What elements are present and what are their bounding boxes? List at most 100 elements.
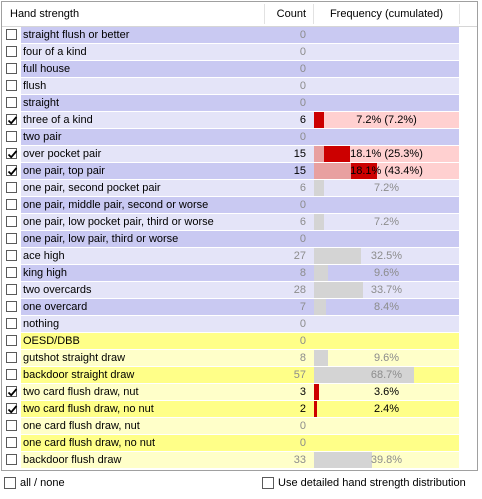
table-row[interactable]: two pair 0 (2, 129, 477, 146)
count-cell: 7 (268, 299, 314, 315)
table-row[interactable]: one pair, low pair, third or worse 0 (2, 231, 477, 248)
table-row[interactable]: king high 8 9.6% (2, 265, 477, 282)
row-label: backdoor flush draw (21, 452, 306, 468)
row-checkbox[interactable] (6, 267, 17, 278)
count-cell: 0 (268, 27, 314, 43)
checkmark-icon (7, 167, 18, 176)
row-label: two pair (21, 129, 306, 145)
row-count: 0 (299, 420, 306, 432)
table-row[interactable]: straight 0 (2, 95, 477, 112)
table-row[interactable]: one pair, top pair 15 18.1% (43.4%) (2, 163, 477, 180)
row-checkbox[interactable] (6, 369, 17, 380)
row-checkbox[interactable] (6, 437, 17, 448)
table-row[interactable]: nothing 0 (2, 316, 477, 333)
row-count: 0 (299, 437, 306, 449)
table-row[interactable]: full house 0 (2, 61, 477, 78)
table-row[interactable]: one pair, middle pair, second or worse 0 (2, 197, 477, 214)
row-checkbox[interactable] (6, 454, 17, 465)
row-checkbox[interactable] (6, 420, 17, 431)
row-checkbox[interactable] (6, 250, 17, 261)
frequency-cell: 18.1% (43.4%) (314, 163, 459, 179)
row-checkbox[interactable] (6, 233, 17, 244)
frequency-bar (351, 163, 377, 179)
row-label: one pair, low pocket pair, third or wors… (21, 214, 306, 230)
table-row[interactable]: two card flush draw, no nut 2 2.4% (2, 401, 477, 418)
column-header-hand-strength[interactable]: Hand strength (10, 8, 80, 20)
row-checkbox[interactable] (6, 386, 18, 397)
row-label: over pocket pair (21, 146, 306, 162)
frequency-text: 2.4% (373, 403, 400, 415)
row-checkbox[interactable] (6, 80, 17, 91)
table-row[interactable]: two card flush draw, nut 3 3.6% (2, 384, 477, 401)
row-count: 33 (293, 454, 306, 466)
column-header-frequency[interactable]: Frequency (cumulated) (329, 8, 444, 20)
row-checkbox[interactable] (6, 131, 17, 142)
table-row[interactable]: one pair, second pocket pair 6 7.2% (2, 180, 477, 197)
row-label: straight (21, 95, 306, 111)
count-cell: 6 (268, 180, 314, 196)
frequency-cell: 8.4% (314, 299, 459, 315)
frequency-cell: 18.1% (25.3%) (314, 146, 459, 162)
table-row[interactable]: one card flush draw, no nut 0 (2, 435, 477, 452)
row-label: backdoor straight draw (21, 367, 306, 383)
row-checkbox[interactable] (6, 301, 17, 312)
cumulative-bar (314, 146, 324, 162)
count-cell: 0 (268, 129, 314, 145)
detailed-distribution-checkbox[interactable] (262, 477, 274, 489)
count-cell: 0 (268, 44, 314, 60)
checkmark-icon (7, 388, 18, 397)
row-checkbox[interactable] (6, 352, 17, 363)
table-row[interactable]: over pocket pair 15 18.1% (25.3%) (2, 146, 477, 163)
all-none-checkbox[interactable] (4, 477, 16, 489)
count-cell: 0 (268, 231, 314, 247)
count-cell: 15 (268, 146, 314, 162)
row-count: 8 (299, 352, 306, 364)
row-checkbox[interactable] (6, 403, 18, 414)
row-count: 0 (299, 233, 306, 245)
row-label: straight flush or better (21, 27, 306, 43)
row-count: 7 (299, 301, 306, 313)
row-checkbox[interactable] (6, 165, 18, 176)
frequency-cell (314, 95, 459, 111)
table-row[interactable]: one overcard 7 8.4% (2, 299, 477, 316)
row-count: 0 (299, 199, 306, 211)
table-row[interactable]: backdoor straight draw 57 68.7% (2, 367, 477, 384)
frequency-cell (314, 78, 459, 94)
count-cell: 33 (268, 452, 314, 468)
row-checkbox[interactable] (6, 114, 18, 125)
column-header-count[interactable]: Count (276, 8, 306, 20)
table-row[interactable]: gutshot straight draw 8 9.6% (2, 350, 477, 367)
row-checkbox[interactable] (6, 148, 18, 159)
row-checkbox[interactable] (6, 46, 17, 57)
frequency-cell (314, 316, 459, 332)
frequency-bar (314, 112, 324, 128)
row-checkbox[interactable] (6, 216, 17, 227)
table-row[interactable]: one card flush draw, nut 0 (2, 418, 477, 435)
table-row[interactable]: two overcards 28 33.7% (2, 282, 477, 299)
frequency-cell (314, 197, 459, 213)
frequency-bar (314, 452, 372, 468)
table-row[interactable]: ace high 27 32.5% (2, 248, 477, 265)
table-row[interactable]: OESD/DBB 0 (2, 333, 477, 350)
row-checkbox[interactable] (6, 63, 17, 74)
count-cell: 2 (268, 401, 314, 417)
table-row[interactable]: backdoor flush draw 33 39.8% (2, 452, 477, 469)
row-checkbox[interactable] (6, 182, 17, 193)
count-cell: 28 (268, 282, 314, 298)
row-checkbox[interactable] (6, 284, 17, 295)
column-divider (459, 4, 460, 24)
table-row[interactable]: four of a kind 0 (2, 44, 477, 61)
table-row[interactable]: one pair, low pocket pair, third or wors… (2, 214, 477, 231)
table-row[interactable]: straight flush or better 0 (2, 27, 477, 44)
frequency-cell (314, 44, 459, 60)
row-label: one pair, top pair (21, 163, 306, 179)
row-checkbox[interactable] (6, 318, 17, 329)
row-checkbox[interactable] (6, 335, 17, 346)
count-cell: 6 (268, 112, 314, 128)
row-checkbox[interactable] (6, 29, 17, 40)
row-checkbox[interactable] (6, 199, 17, 210)
row-checkbox[interactable] (6, 97, 17, 108)
table-row[interactable]: flush 0 (2, 78, 477, 95)
table-row[interactable]: three of a kind 6 7.2% (7.2%) (2, 112, 477, 129)
checkmark-icon (7, 405, 18, 414)
